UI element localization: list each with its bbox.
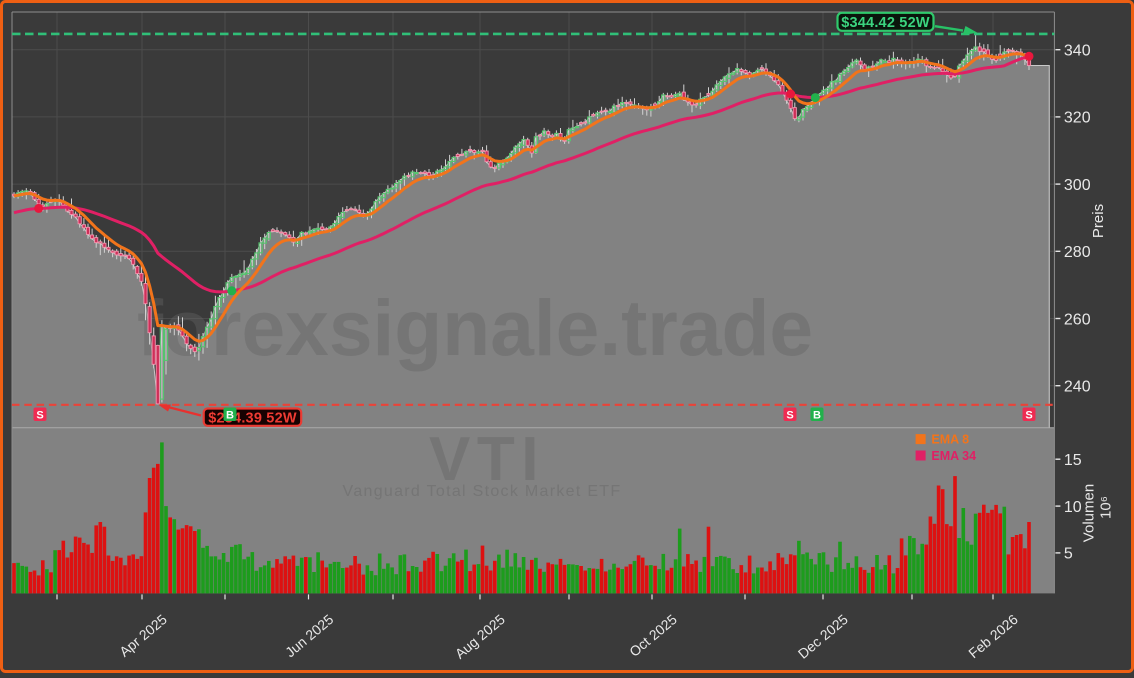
svg-text:S: S: [1025, 409, 1032, 421]
svg-text:10⁶: 10⁶: [1098, 496, 1115, 519]
svg-text:B: B: [813, 409, 821, 421]
svg-text:S: S: [786, 409, 793, 421]
svg-text:EMA 34: EMA 34: [931, 449, 976, 463]
svg-text:$234.39 52W: $234.39 52W: [208, 411, 297, 427]
svg-text:320: 320: [1064, 110, 1091, 127]
svg-text:Volumen: Volumen: [1081, 484, 1098, 542]
svg-text:B: B: [226, 409, 234, 421]
svg-text:15: 15: [1064, 452, 1082, 469]
svg-text:forexsignale.trade: forexsignale.trade: [137, 284, 813, 372]
svg-text:EMA 8: EMA 8: [931, 433, 969, 447]
svg-text:300: 300: [1064, 177, 1091, 194]
svg-text:S: S: [36, 409, 43, 421]
svg-text:Vanguard Total Stock Market ET: Vanguard Total Stock Market ETF: [343, 483, 622, 500]
svg-text:Preis: Preis: [1090, 204, 1107, 238]
svg-text:260: 260: [1064, 311, 1091, 328]
svg-text:240: 240: [1064, 379, 1091, 396]
svg-text:5: 5: [1064, 546, 1073, 563]
svg-text:VTI: VTI: [429, 425, 545, 494]
svg-text:$344.42 52W: $344.42 52W: [841, 15, 930, 31]
svg-text:10: 10: [1064, 499, 1082, 516]
svg-text:340: 340: [1064, 43, 1091, 60]
svg-text:280: 280: [1064, 244, 1091, 261]
